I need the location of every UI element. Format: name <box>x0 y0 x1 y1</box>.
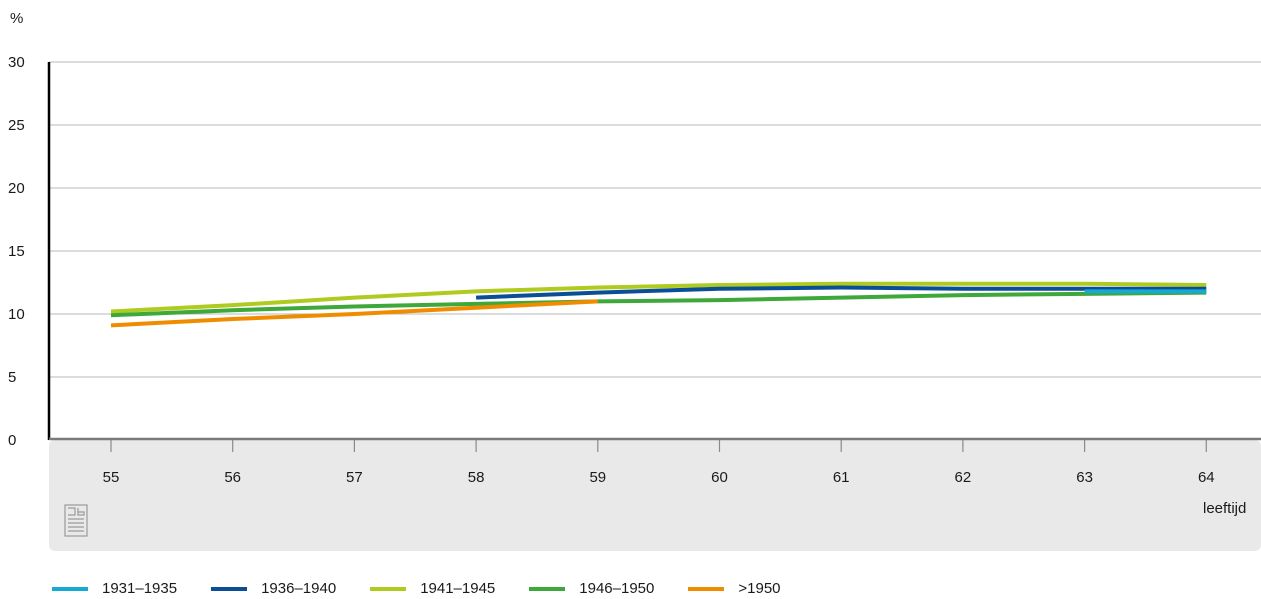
y-tick-label: 15 <box>8 243 25 260</box>
legend-item: 1946–1950 <box>529 580 654 597</box>
x-tick-label: 56 <box>224 469 241 486</box>
x-tick-label: 64 <box>1198 469 1215 486</box>
series-lines <box>110 281 1207 328</box>
y-tick-label: 30 <box>8 54 25 71</box>
x-axis-band <box>49 440 1261 551</box>
legend-label: >1950 <box>738 580 781 597</box>
y-tick-label: 5 <box>8 369 16 386</box>
x-tick-label: 59 <box>589 469 606 486</box>
x-tick-label: 62 <box>955 469 972 486</box>
series-line <box>110 290 1207 318</box>
legend-item: 1931–1935 <box>52 580 177 597</box>
x-axis-title: leeftijd <box>1203 500 1246 517</box>
y-axis-unit: % <box>10 10 23 27</box>
x-tick-label: 55 <box>103 469 120 486</box>
grid-lines: 0 5 10 15 20 25 30 <box>8 54 1261 449</box>
legend-swatch <box>370 586 407 591</box>
x-tick-label: 60 <box>711 469 728 486</box>
y-tick-label: 25 <box>8 117 25 134</box>
x-tick-label: 57 <box>346 469 363 486</box>
series-line <box>476 285 1207 300</box>
series-line <box>110 281 1207 314</box>
legend-label: 1941–1945 <box>420 580 496 597</box>
legend-label: 1946–1950 <box>579 580 655 597</box>
legend-label: 1931–1935 <box>102 580 178 597</box>
legend: 1931–1935 1936–1940 1941–1945 1946–1950 >195… <box>52 580 815 597</box>
legend-swatch <box>688 586 725 591</box>
legend-item: 1941–1945 <box>370 580 495 597</box>
legend-swatch <box>211 586 248 591</box>
y-tick-label: 10 <box>8 306 25 323</box>
legend-item: >1950 <box>688 580 781 597</box>
legend-swatch <box>52 586 88 591</box>
cbs-logo-icon <box>64 504 88 537</box>
legend-swatch <box>529 586 566 591</box>
series-line <box>110 299 598 328</box>
legend-item: 1936–1940 <box>211 580 336 597</box>
x-ticks: 55 56 57 58 59 60 61 62 63 64 <box>103 440 1215 486</box>
legend-label: 1936–1940 <box>261 580 337 597</box>
x-tick-label: 58 <box>468 469 485 486</box>
x-tick-label: 61 <box>833 469 850 486</box>
x-tick-label: 63 <box>1076 469 1093 486</box>
y-tick-label: 20 <box>8 180 25 197</box>
y-tick-label: 0 <box>8 432 16 449</box>
